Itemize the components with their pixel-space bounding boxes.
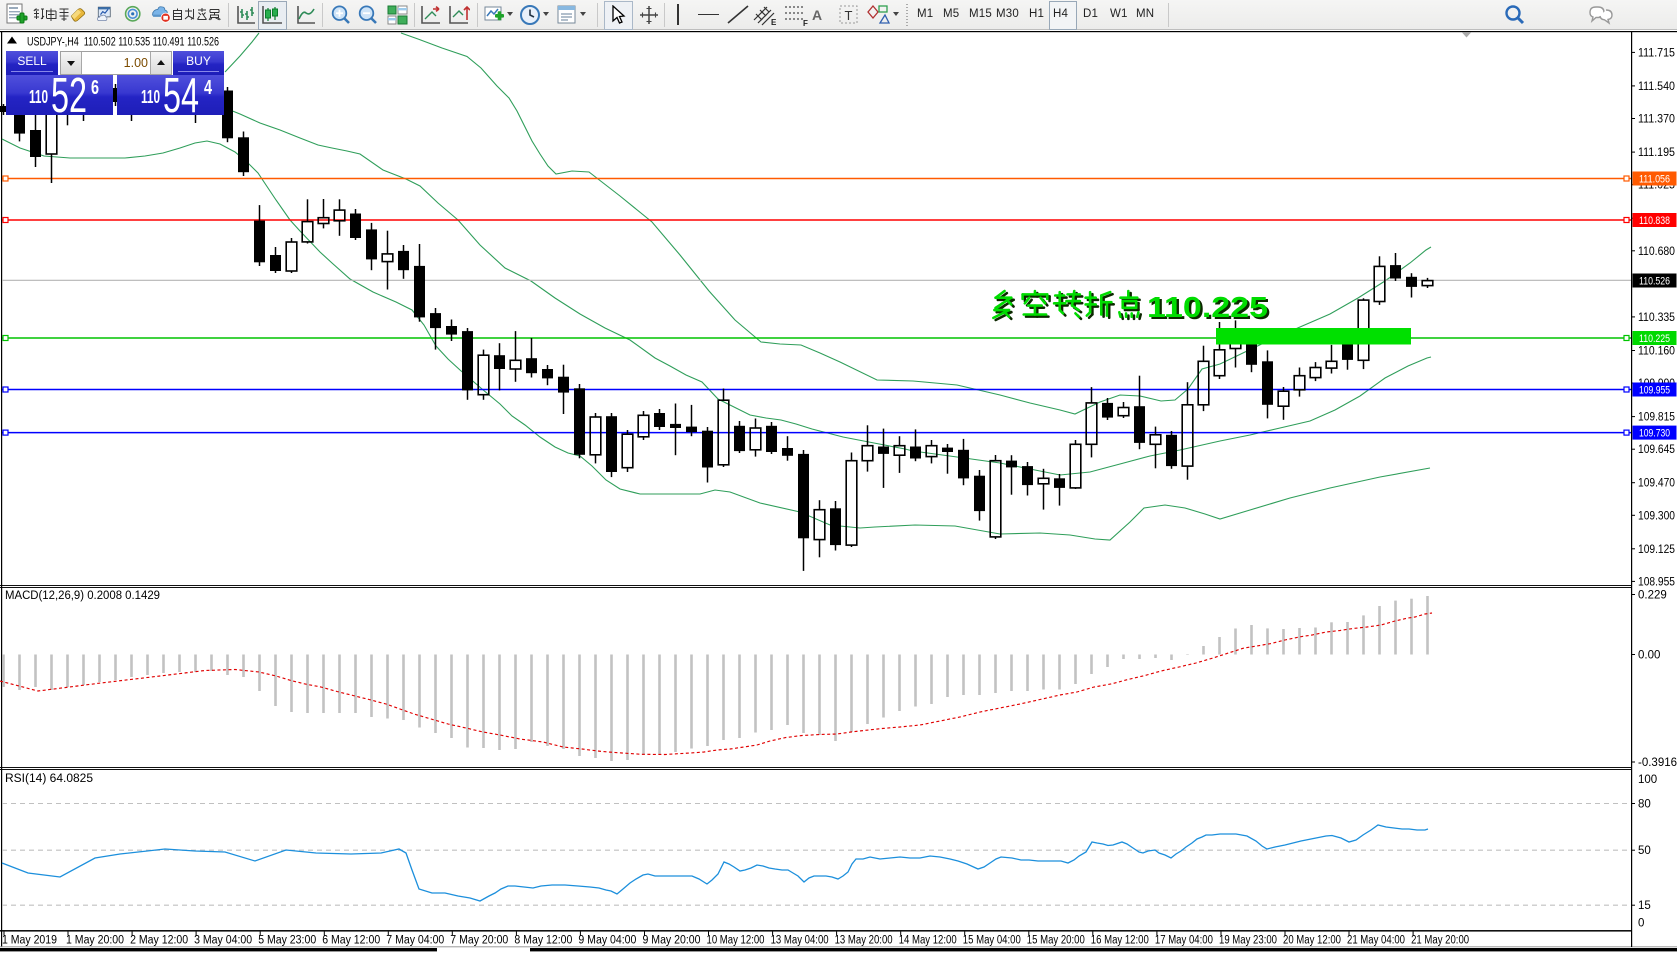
svg-text:50: 50 [1638,845,1651,857]
svg-text:-0.3916: -0.3916 [1638,757,1677,769]
svg-text:1 May 20:00: 1 May 20:00 [66,935,124,947]
svg-text:6 May 12:00: 6 May 12:00 [322,935,380,947]
svg-text:2 May 12:00: 2 May 12:00 [130,935,188,947]
svg-text:109.125: 109.125 [1638,544,1675,556]
svg-text:111.195: 111.195 [1638,147,1675,159]
svg-text:0: 0 [1638,918,1644,930]
svg-text:109.470: 109.470 [1638,478,1675,490]
svg-text:7 May 04:00: 7 May 04:00 [386,935,444,947]
svg-text:F: F [803,19,808,27]
svg-text:15 May 20:00: 15 May 20:00 [1027,935,1085,947]
svg-text:15 May 04:00: 15 May 04:00 [963,935,1021,947]
svg-text:3 May 04:00: 3 May 04:00 [194,935,252,947]
svg-text:8 May 12:00: 8 May 12:00 [514,935,572,947]
svg-text:109.815: 109.815 [1638,412,1675,424]
svg-text:110.526: 110.526 [1639,275,1670,287]
svg-text:110.225: 110.225 [1147,292,1268,324]
svg-text:20 May 12:00: 20 May 12:00 [1283,935,1341,947]
svg-text:10 May 12:00: 10 May 12:00 [707,935,765,947]
svg-text:109.645: 109.645 [1638,444,1675,456]
svg-text:109.730: 109.730 [1639,428,1670,440]
svg-text:110.225: 110.225 [1639,333,1670,345]
svg-text:111.370: 111.370 [1638,114,1675,126]
svg-text:1 May 2019: 1 May 2019 [2,935,57,947]
svg-text:RSI(14) 64.0825: RSI(14) 64.0825 [5,773,93,785]
svg-text:110.225: 110.225 [1149,294,1270,326]
svg-text:109.955: 109.955 [1639,385,1670,397]
svg-text:110.335: 110.335 [1638,312,1675,324]
svg-text:0.00: 0.00 [1638,650,1660,662]
svg-text:111.715: 111.715 [1638,47,1675,59]
svg-text:19 May 23:00: 19 May 23:00 [1219,935,1277,947]
svg-text:13 May 04:00: 13 May 04:00 [771,935,829,947]
svg-text:0.229: 0.229 [1638,590,1667,602]
svg-text:109.300: 109.300 [1638,510,1675,522]
svg-text:17 May 04:00: 17 May 04:00 [1155,935,1213,947]
svg-text:USDJPY-,H4 110.502 110.535 11: USDJPY-,H4 110.502 110.535 110.491 110.5… [27,37,219,49]
svg-text:E: E [771,18,777,27]
svg-text:MACD(12,26,9) 0.2008 0.1429: MACD(12,26,9) 0.2008 0.1429 [5,590,160,602]
svg-text:110.680: 110.680 [1638,246,1675,258]
svg-text:9 May 20:00: 9 May 20:00 [643,935,701,947]
svg-text:5 May 23:00: 5 May 23:00 [258,935,316,947]
svg-text:7 May 20:00: 7 May 20:00 [450,935,508,947]
svg-text:110.160: 110.160 [1638,346,1675,358]
svg-text:100: 100 [1638,774,1657,786]
svg-text:13 May 20:00: 13 May 20:00 [835,935,893,947]
svg-text:16 May 12:00: 16 May 12:00 [1091,935,1149,947]
svg-text:80: 80 [1638,799,1651,811]
svg-text:21 May 20:00: 21 May 20:00 [1411,935,1469,947]
svg-text:15: 15 [1638,900,1651,912]
svg-text:111.540: 111.540 [1638,81,1675,93]
svg-text:9 May 04:00: 9 May 04:00 [578,935,636,947]
svg-text:21 May 04:00: 21 May 04:00 [1347,935,1405,947]
svg-text:T: T [845,8,853,23]
svg-text:111.056: 111.056 [1639,174,1670,186]
svg-text:110.838: 110.838 [1639,215,1670,227]
svg-text:108.955: 108.955 [1638,576,1675,588]
svg-text:14 May 12:00: 14 May 12:00 [899,935,957,947]
